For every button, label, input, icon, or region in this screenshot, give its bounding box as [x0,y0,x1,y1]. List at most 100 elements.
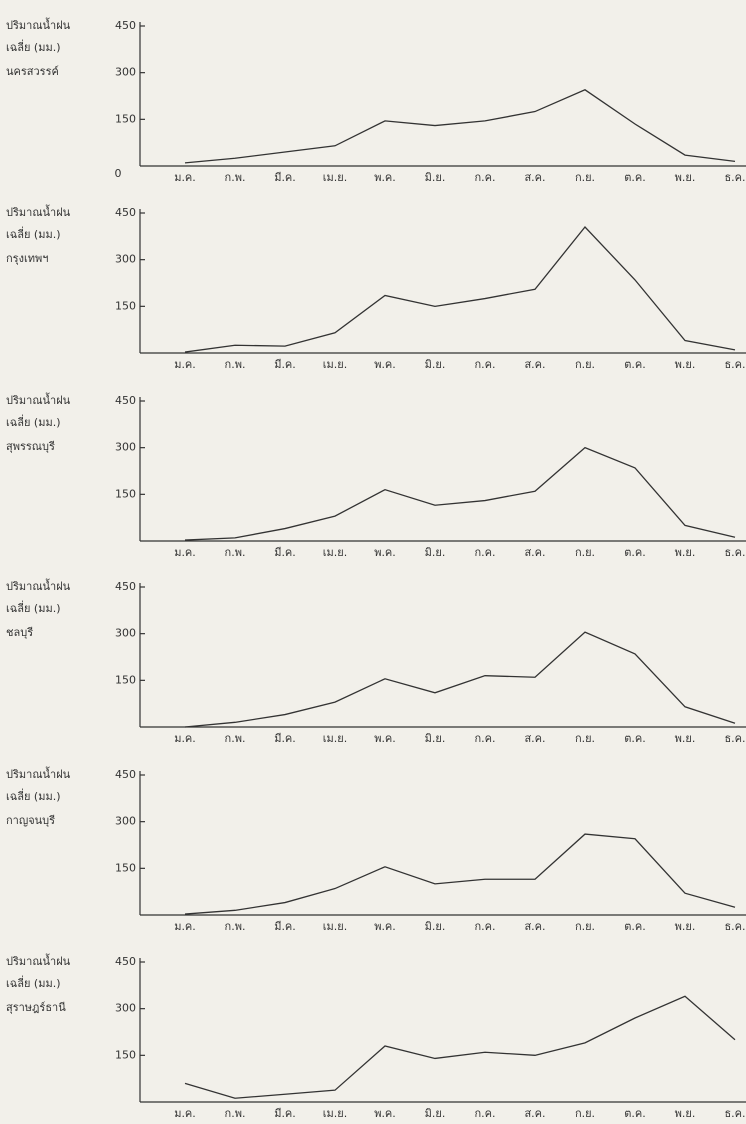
x-tick-label: ส.ค. [524,171,545,184]
y-axis-label: เฉลี่ย (มม.) [6,600,61,615]
x-tick-label: พ.ย. [675,732,696,745]
x-tick-label: ส.ค. [524,1107,545,1120]
x-tick-label: มี.ค. [274,358,296,371]
x-tick-label: ก.ค. [474,171,495,184]
data-line [185,996,735,1098]
x-tick-label: เม.ย. [323,171,347,184]
x-tick-label: ธ.ค. [724,358,745,371]
y-tick-label: 300 [115,66,136,79]
x-tick-label: ต.ค. [624,1107,646,1120]
chart-title: สุราษฎร์ธานี [6,1001,66,1014]
y-tick-label: 450 [115,19,136,32]
x-tick-label: ธ.ค. [724,1107,745,1120]
data-line [185,90,735,163]
x-tick-label: เม.ย. [323,358,347,371]
x-tick-label: เม.ย. [323,546,347,559]
x-tick-label: พ.ค. [374,920,396,933]
y-axis-label: ปริมาณน้ำฝน [6,578,71,593]
x-tick-label: เม.ย. [323,732,347,745]
chart-title: สุพรรณบุรี [6,440,55,453]
x-tick-label: ก.ย. [575,732,595,745]
y-tick-label: 150 [115,673,136,686]
x-tick-label: ธ.ค. [724,920,745,933]
chart-title: ชลบุรี [6,626,33,639]
y-axis-label: เฉลี่ย (มม.) [6,788,61,803]
x-tick-label: มี.ค. [274,546,296,559]
data-line [185,834,735,914]
x-tick-label: ม.ค. [174,920,196,933]
x-tick-label: ก.พ. [225,171,246,184]
x-tick-label: เม.ย. [323,1107,347,1120]
x-tick-label: ธ.ค. [724,171,745,184]
x-tick-label: ม.ค. [174,546,196,559]
y-axis-label: ปริมาณน้ำฝน [6,17,71,32]
y-tick-label: 0 [115,167,122,180]
x-tick-label: พ.ค. [374,546,396,559]
chart-title: กรุงเทพฯ [6,252,48,265]
x-tick-label: ม.ค. [174,358,196,371]
x-tick-label: พ.ย. [675,546,696,559]
x-tick-label: พ.ย. [675,171,696,184]
x-tick-label: มี.ค. [274,171,296,184]
x-tick-label: ก.พ. [225,920,246,933]
y-tick-label: 150 [115,861,136,874]
x-tick-label: ก.พ. [225,1107,246,1120]
chart-page: ปริมาณน้ำฝนเฉลี่ย (มม.)นครสวรรค์01503004… [0,0,746,1124]
x-tick-label: พ.ย. [675,920,696,933]
x-tick-label: ก.ย. [575,920,595,933]
x-tick-label: ก.ค. [474,732,495,745]
x-tick-label: มิ.ย. [425,358,446,371]
x-tick-label: พ.ค. [374,358,396,371]
y-tick-label: 150 [115,1048,136,1061]
x-tick-label: ก.ค. [474,546,495,559]
y-tick-label: 450 [115,955,136,968]
chart-title: กาญจนบุรี [6,814,55,827]
x-tick-label: ก.ย. [575,358,595,371]
y-tick-label: 300 [115,1002,136,1015]
y-tick-label: 450 [115,394,136,407]
x-tick-label: ต.ค. [624,546,646,559]
x-tick-label: ก.พ. [225,358,246,371]
x-tick-label: มี.ค. [274,1107,296,1120]
x-tick-label: ก.ค. [474,358,495,371]
x-tick-label: ม.ค. [174,171,196,184]
x-tick-label: ธ.ค. [724,732,745,745]
y-tick-label: 300 [115,253,136,266]
x-tick-label: ส.ค. [524,358,545,371]
x-tick-label: ส.ค. [524,546,545,559]
x-tick-label: ต.ค. [624,920,646,933]
y-tick-label: 450 [115,768,136,781]
y-axis-label: เฉลี่ย (มม.) [6,414,61,429]
chart-title: นครสวรรค์ [6,65,59,78]
y-tick-label: 300 [115,441,136,454]
data-line [185,632,735,727]
y-axis-label: เฉลี่ย (มม.) [6,226,61,241]
x-tick-label: ก.พ. [225,546,246,559]
y-tick-label: 150 [115,487,136,500]
data-line [185,227,735,352]
x-tick-label: พ.ค. [374,171,396,184]
y-axis-label: เฉลี่ย (มม.) [6,975,61,990]
x-tick-label: ส.ค. [524,732,545,745]
y-tick-label: 450 [115,206,136,219]
y-tick-label: 150 [115,299,136,312]
x-tick-label: พ.ค. [374,732,396,745]
x-tick-label: ส.ค. [524,920,545,933]
x-tick-label: มิ.ย. [425,732,446,745]
y-tick-label: 150 [115,112,136,125]
x-tick-label: มิ.ย. [425,1107,446,1120]
x-tick-label: เม.ย. [323,920,347,933]
x-tick-label: ต.ค. [624,732,646,745]
x-tick-label: ก.ย. [575,171,595,184]
x-tick-label: ก.ย. [575,546,595,559]
x-tick-label: มิ.ย. [425,171,446,184]
y-tick-label: 300 [115,627,136,640]
x-tick-label: มิ.ย. [425,546,446,559]
x-tick-label: ต.ค. [624,171,646,184]
x-tick-label: มี.ค. [274,732,296,745]
x-tick-label: ก.ค. [474,920,495,933]
y-axis-label: ปริมาณน้ำฝน [6,204,71,219]
x-tick-label: พ.ค. [374,1107,396,1120]
x-tick-label: ม.ค. [174,732,196,745]
x-tick-label: ก.ย. [575,1107,595,1120]
